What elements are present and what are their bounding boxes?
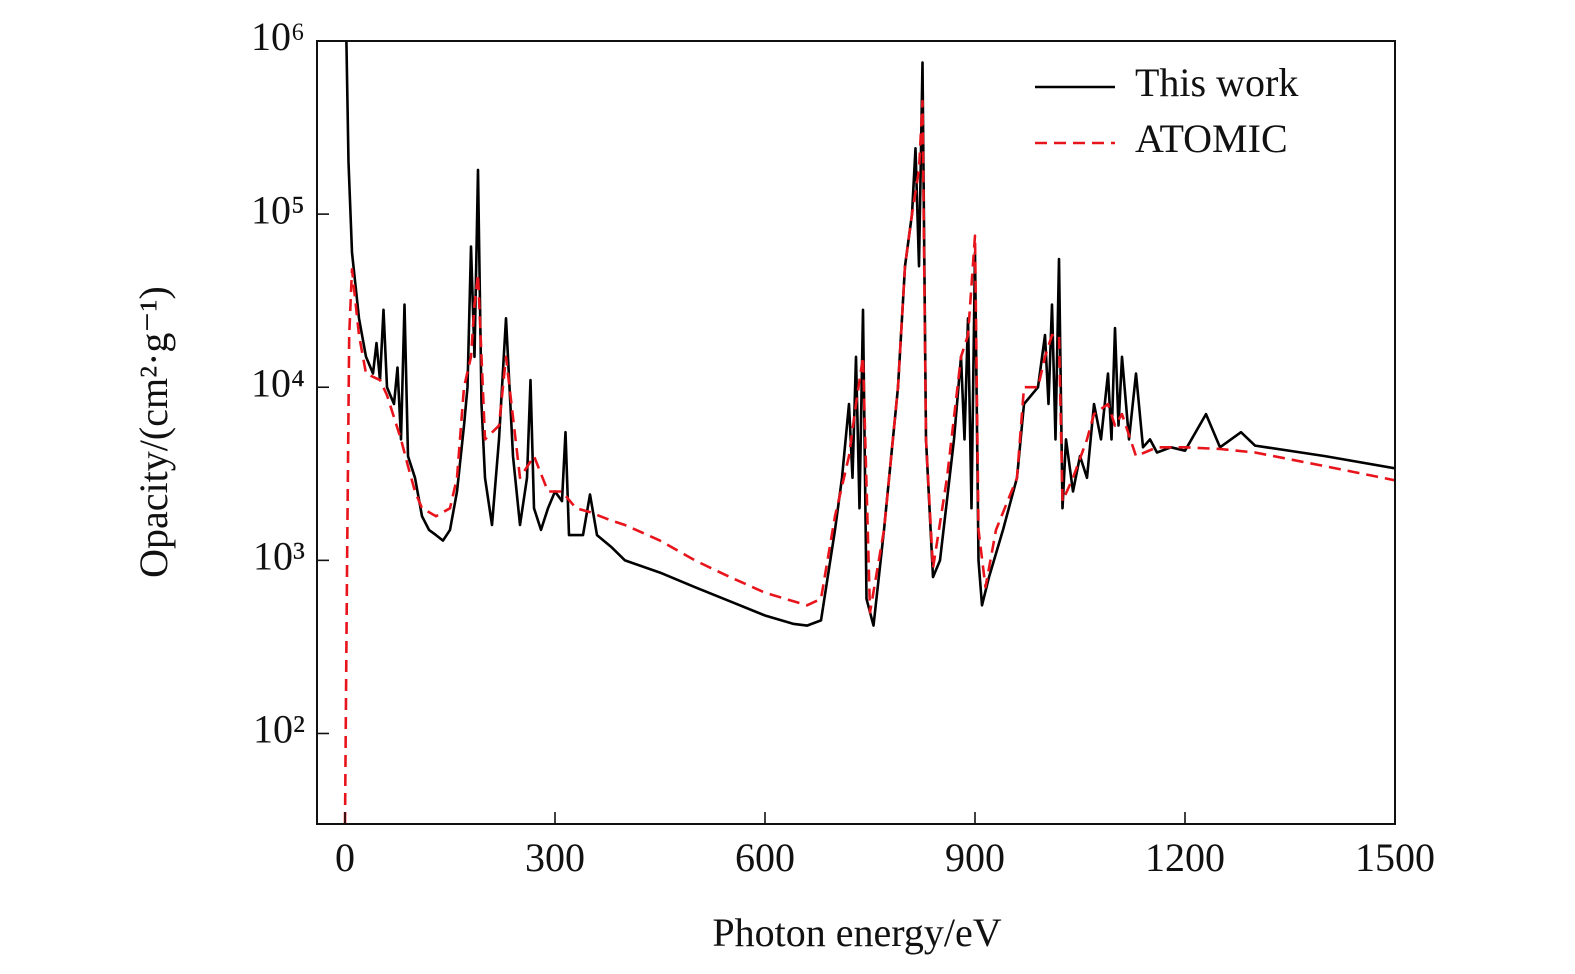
x-tick-label: 600 (735, 835, 795, 880)
y-tick-label: 10³ (253, 534, 305, 579)
y-axis-label: Opacity/(cm²·g⁻¹) (131, 286, 176, 578)
y-tick-label: 10⁴ (251, 360, 305, 405)
y-tick-label: 10⁵ (251, 187, 305, 232)
x-axis-label: Photon energy/eV (712, 910, 1001, 955)
legend-label: ATOMIC (1135, 116, 1288, 161)
x-tick-label: 300 (525, 835, 585, 880)
data-line (345, 41, 1395, 627)
x-tick-label: 1200 (1145, 835, 1225, 880)
x-tick-label: 1500 (1355, 835, 1435, 880)
x-tick-label: 900 (945, 835, 1005, 880)
plot-frame (316, 40, 1396, 825)
y-tick-label: 10² (253, 707, 305, 752)
data-line (343, 99, 1395, 824)
plot-area (343, 41, 1395, 824)
y-tick-label: 10⁶ (251, 14, 305, 59)
legend-label: This work (1135, 60, 1298, 105)
x-tick-label: 0 (335, 835, 355, 880)
